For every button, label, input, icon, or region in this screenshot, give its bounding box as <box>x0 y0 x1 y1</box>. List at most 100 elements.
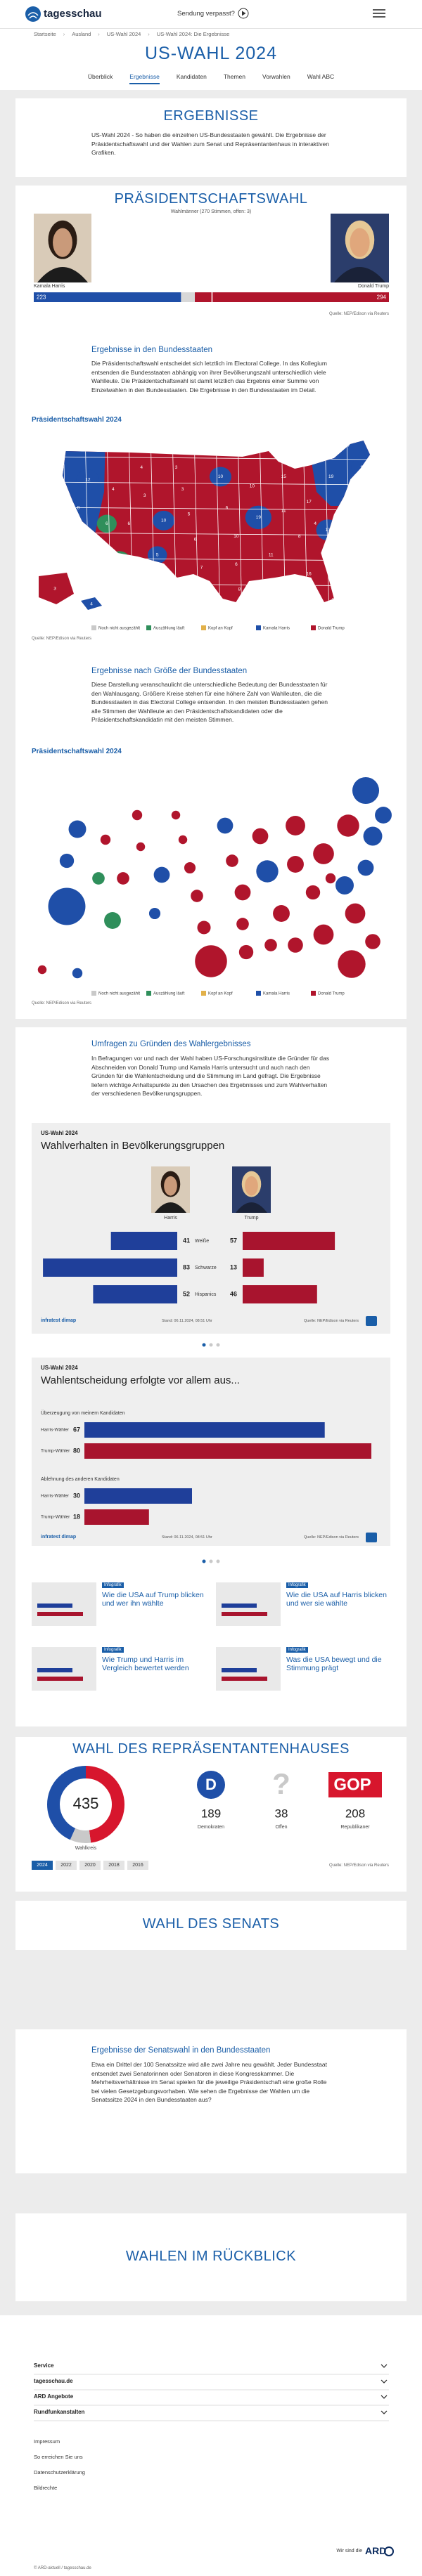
section-title: PRÄSIDENTSCHAFTSWAHL <box>114 191 308 207</box>
divider <box>0 28 422 29</box>
footer-link[interactable]: So erreichen Sie uns <box>34 2454 83 2460</box>
state-bubble <box>178 835 188 845</box>
legend-label: Kamala Harris <box>263 627 290 631</box>
footer-link[interactable]: Bildrechte <box>34 2485 58 2491</box>
legend-swatch <box>311 625 316 630</box>
state-bubble <box>195 945 227 977</box>
state-bubble <box>335 876 354 895</box>
state-bubble <box>337 814 359 837</box>
ard-claim: Wir sind die <box>336 2549 362 2554</box>
teaser-title[interactable]: Wie Trump und Harris im Vergleich bewert… <box>102 1655 189 1672</box>
row-label: Harris-Wähler <box>41 1494 70 1499</box>
state-votes: 19 <box>256 515 262 520</box>
nav-tab[interactable]: Wahl ABC <box>307 73 335 80</box>
nav-tab[interactable]: Themen <box>223 73 246 80</box>
footer-section[interactable]: Rundfunkanstalten <box>34 2409 85 2415</box>
year-button[interactable]: 2018 <box>103 1861 124 1870</box>
state-votes: 8 <box>238 587 241 592</box>
footer-section[interactable]: tagesschau.de <box>34 2378 73 2384</box>
logo-waves <box>27 12 39 19</box>
teaser-title[interactable]: Was die USA bewegt und die Stimmung präg… <box>286 1655 382 1672</box>
nav-tab[interactable]: Kandidaten <box>176 73 207 80</box>
section-nav: Überblick Ergebnisse Kandidaten Themen Vorwa… <box>0 73 422 84</box>
state-bubble <box>171 810 181 820</box>
pager-dot <box>216 1343 220 1347</box>
footer-section[interactable]: Service <box>34 2362 54 2369</box>
section-subtitle: Ergebnisse der Senatswahl in den Bundess… <box>91 2046 271 2055</box>
hawaii <box>81 597 102 610</box>
photo-face <box>53 228 72 257</box>
teaser-kicker: Infografik <box>286 1582 308 1588</box>
section-subtitle: Ergebnisse in den Bundesstaaten <box>91 346 212 354</box>
pager-dot <box>202 1559 206 1563</box>
paragraph: US-Wahl 2024 - So haben die einzelnen US… <box>91 131 329 156</box>
info-box <box>32 1123 390 1334</box>
teaser-title[interactable]: Wie die USA auf Harris blicken und wer s… <box>286 1591 387 1608</box>
candidate-name: Trump <box>244 1216 259 1221</box>
seat-bar <box>34 292 181 302</box>
state-votes: 6 <box>235 562 238 567</box>
state-votes: 30 <box>331 598 337 603</box>
section-subtitle: Umfragen zu Gründen des Wahlergebnisses <box>91 1040 251 1048</box>
state-bubble <box>313 924 334 945</box>
chevron <box>381 2379 388 2383</box>
bar <box>84 1443 371 1459</box>
ard-logo: ARD <box>365 2545 387 2556</box>
bar <box>93 1285 177 1303</box>
state-bubble <box>191 890 203 902</box>
teaser-image-bar <box>222 1604 257 1608</box>
source: Quelle: NEP/Edison via Reuters <box>32 637 92 641</box>
year-button[interactable]: 2016 <box>127 1861 148 1870</box>
teaser-image-bar <box>37 1604 72 1608</box>
legend-swatch <box>201 991 206 996</box>
group-label: Überzeugung von meinem Kandidaten <box>41 1411 125 1416</box>
footer-section[interactable]: ARD Angebote <box>34 2393 74 2400</box>
nav-tab[interactable]: Vorwahlen <box>262 73 290 80</box>
chart-title: Präsidentschaftswahl 2024 <box>32 416 122 424</box>
state-votes: 7 <box>200 565 203 570</box>
breadcrumb-item[interactable]: Startseite <box>34 31 56 37</box>
bar <box>243 1258 264 1277</box>
state-bubble <box>234 884 251 901</box>
state-border <box>62 507 371 511</box>
state-bubble <box>313 843 334 864</box>
year-button[interactable]: 2020 <box>79 1861 101 1870</box>
logo-text: tagesschau <box>44 8 102 20</box>
header-bar <box>0 0 422 90</box>
teaser-title[interactable]: Wie die USA auf Trump blicken und wer ih… <box>102 1591 204 1608</box>
replay-link[interactable]: Sendung verpasst? <box>177 10 235 18</box>
nav-tab[interactable]: Ergebnisse <box>129 73 160 84</box>
year-button[interactable]: 2024 <box>32 1861 53 1870</box>
state-votes: 40 <box>205 595 211 600</box>
party-label: Offen <box>276 1825 288 1830</box>
source: Quelle: NEP/Edison via Reuters <box>304 1535 359 1540</box>
footer-link[interactable]: Impressum <box>34 2438 60 2445</box>
state-bubble <box>117 872 129 885</box>
state-bubble <box>217 817 234 834</box>
state-bubble <box>226 854 238 867</box>
state-bubble <box>287 856 304 873</box>
breadcrumb-item[interactable]: US-Wahl 2024: Die Ergebnisse <box>156 31 230 37</box>
year-button[interactable]: 2022 <box>56 1861 77 1870</box>
breadcrumb-item[interactable]: Ausland <box>72 31 91 37</box>
value-label: 18 <box>73 1513 80 1520</box>
state-votes: 54 <box>76 547 82 552</box>
footer-link[interactable]: Datenschutzerklärung <box>34 2469 85 2476</box>
section-subtitle: Ergebnisse nach Größe der Bundesstaaten <box>91 667 248 675</box>
photo-face <box>245 1176 258 1196</box>
breadcrumb-item[interactable]: US-Wahl 2024 <box>106 31 141 37</box>
state-votes: 10 <box>344 512 350 517</box>
state-votes: 8 <box>298 534 301 539</box>
party-logo <box>328 1772 382 1797</box>
teaser-kicker: Infografik <box>102 1582 124 1588</box>
state-border <box>62 532 371 536</box>
state-votes: 6 <box>226 506 229 511</box>
nav-tab[interactable]: Überblick <box>87 73 113 80</box>
state-bubble <box>184 861 196 874</box>
legend-label: Noch nicht ausgezählt <box>98 992 140 996</box>
state-votes: 4 <box>112 487 115 492</box>
map-state <box>245 505 271 530</box>
state-border <box>62 481 371 486</box>
state-votes: 9 <box>282 581 285 586</box>
state-bubble <box>256 860 279 883</box>
